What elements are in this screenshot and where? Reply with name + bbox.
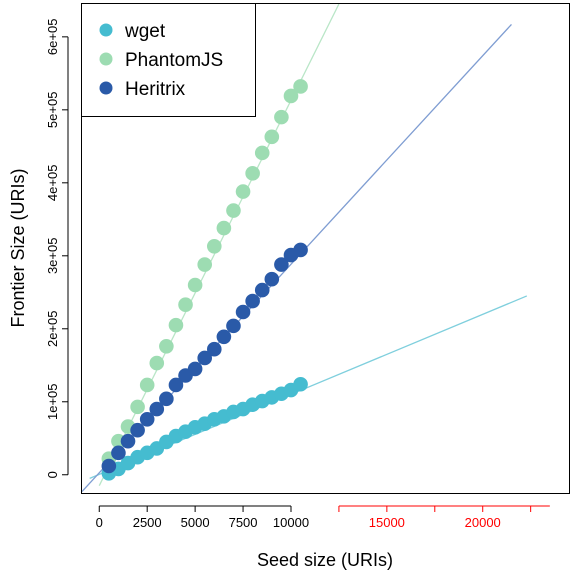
point-phantomjs <box>216 220 232 236</box>
point-heritrix <box>130 422 145 438</box>
point-heritrix <box>111 445 126 461</box>
legend-label-phantomjs: PhantomJS <box>125 50 223 71</box>
point-phantomjs <box>206 239 222 254</box>
y-axis-title: Frontier Size (URIs) <box>8 168 28 327</box>
x-tick-label: 0 <box>96 515 103 530</box>
point-phantomjs <box>197 257 213 272</box>
point-heritrix <box>168 377 184 393</box>
point-heritrix <box>245 293 260 309</box>
x-tick-label: 2500 <box>133 515 162 530</box>
point-phantomjs <box>226 203 241 218</box>
y-tick-label: 2e+05 <box>45 311 60 348</box>
legend-marker-wget <box>99 23 113 37</box>
x-tick-label: 15000 <box>369 515 405 530</box>
x-tick-label: 10000 <box>273 515 309 530</box>
point-heritrix <box>216 329 232 345</box>
point-phantomjs <box>293 79 308 94</box>
legend-marker-heritrix <box>99 81 113 95</box>
point-phantomjs <box>274 109 289 125</box>
legend-marker-phantomjs <box>99 52 113 66</box>
point-wget <box>293 376 308 392</box>
point-phantomjs <box>178 297 193 312</box>
y-tick-label: 1e+05 <box>45 384 60 421</box>
point-heritrix <box>235 304 251 320</box>
y-tick-label: 6e+05 <box>45 19 60 56</box>
point-phantomjs <box>235 184 251 199</box>
x-tick-label: 7500 <box>229 515 258 530</box>
point-phantomjs <box>187 277 203 293</box>
point-heritrix <box>197 350 213 366</box>
point-heritrix <box>187 361 203 377</box>
point-heritrix <box>149 401 165 417</box>
point-phantomjs <box>283 88 299 104</box>
y-axis: 0 1e+05 2e+05 3e+05 4e+05 5e+05 6e+05 <box>45 19 69 478</box>
point-phantomjs <box>264 129 280 145</box>
point-heritrix <box>264 271 280 287</box>
point-phantomjs <box>130 399 145 415</box>
x-tick-label: 5000 <box>181 515 210 530</box>
legend-label-wget: wget <box>124 21 166 42</box>
point-phantomjs <box>139 377 155 393</box>
point-heritrix <box>206 341 222 357</box>
point-heritrix <box>120 433 136 449</box>
point-phantomjs <box>254 145 270 161</box>
point-phantomjs <box>168 317 184 333</box>
x-axis: 0 2500 5000 7500 10000 15000 20000 <box>96 505 550 530</box>
point-heritrix <box>159 391 174 407</box>
point-heritrix <box>274 257 289 272</box>
y-tick-label: 4e+05 <box>45 165 60 202</box>
y-tick-label: 5e+05 <box>45 92 60 129</box>
x-tick-label: 20000 <box>465 515 501 530</box>
data-points <box>101 79 308 481</box>
plot-box <box>81 3 570 494</box>
point-phantomjs <box>159 339 174 354</box>
point-heritrix <box>254 282 270 298</box>
legend: wget PhantomJS Heritrix <box>81 3 256 117</box>
y-tick-label: 0 <box>45 471 60 478</box>
point-heritrix <box>293 242 308 258</box>
point-heritrix <box>139 411 155 427</box>
point-phantomjs <box>149 355 165 371</box>
y-tick-label: 3e+05 <box>45 238 60 275</box>
x-axis-title: Seed size (URIs) <box>257 550 393 570</box>
point-heritrix <box>101 458 117 474</box>
point-phantomjs <box>245 166 260 181</box>
legend-label-heritrix: Heritrix <box>125 79 186 100</box>
point-heritrix <box>226 318 241 334</box>
